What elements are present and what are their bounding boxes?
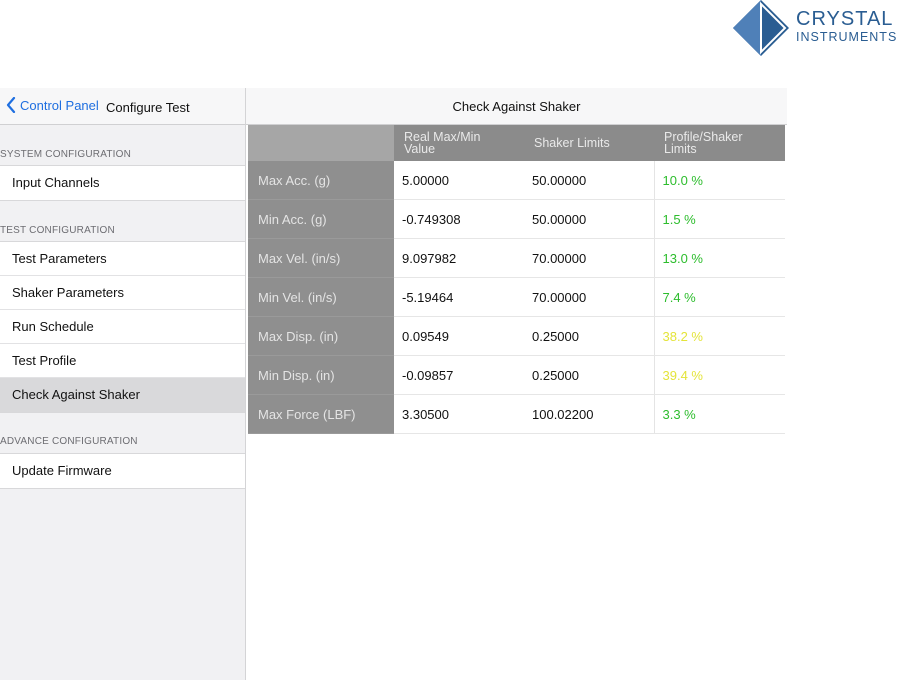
shaker-limit-cell: 0.25000 [524, 316, 654, 356]
table-header-row: Real Max/Min Value Shaker Limits Profile… [248, 125, 785, 161]
back-button[interactable]: Control Panel [6, 97, 99, 113]
ratio-cell: 39.4 % [653, 355, 785, 395]
shaker-limit-cell: 0.25000 [524, 355, 654, 395]
chevron-left-icon [6, 97, 16, 113]
header-blank [248, 125, 394, 161]
section-label-advance: ADVANCE CONFIGURATION [0, 436, 138, 447]
table-row: Min Acc. (g) -0.749308 50.00000 1.5 % [248, 199, 785, 239]
crystal-diamond-icon [733, 0, 789, 56]
page-title: Check Against Shaker [246, 88, 787, 125]
shaker-limit-cell: 100.02200 [524, 394, 654, 434]
row-label: Max Acc. (g) [248, 161, 394, 200]
header-real-value: Real Max/Min Value [394, 125, 524, 161]
ratio-cell: 1.5 % [653, 199, 785, 239]
sidebar-item-shaker-parameters[interactable]: Shaker Parameters [0, 276, 245, 310]
real-value-cell: -0.749308 [394, 199, 524, 239]
row-label: Max Vel. (in/s) [248, 238, 394, 278]
real-value-cell: 3.30500 [394, 394, 524, 434]
sidebar-item-update-firmware[interactable]: Update Firmware [12, 463, 112, 478]
real-value-cell: -0.09857 [394, 355, 524, 395]
sidebar-header: Control Panel Configure Test [0, 88, 245, 125]
header-shaker-limits: Shaker Limits [524, 125, 654, 161]
sidebar-item-test-parameters[interactable]: Test Parameters [0, 242, 245, 276]
sidebar: Control Panel Configure Test SYSTEM CONF… [0, 88, 246, 680]
back-button-label: Control Panel [20, 97, 99, 113]
sidebar-item-test-profile[interactable]: Test Profile [0, 344, 245, 378]
ratio-cell: 38.2 % [653, 316, 785, 356]
section-label-system: SYSTEM CONFIGURATION [0, 149, 132, 160]
sidebar-item-run-schedule[interactable]: Run Schedule [0, 310, 245, 344]
table-row: Min Vel. (in/s) -5.19464 70.00000 7.4 % [248, 277, 785, 317]
table-row: Max Disp. (in) 0.09549 0.25000 38.2 % [248, 316, 785, 356]
logo-line-1: CRYSTAL [796, 8, 894, 30]
real-value-cell: -5.19464 [394, 277, 524, 317]
row-label: Min Vel. (in/s) [248, 277, 394, 317]
logo-line-2: INSTRUMENTS [796, 30, 898, 44]
shaker-limit-cell: 50.00000 [524, 199, 654, 239]
table-row: Max Force (LBF) 3.30500 100.02200 3.3 % [248, 394, 785, 434]
ratio-cell: 3.3 % [653, 394, 785, 434]
real-value-cell: 5.00000 [394, 161, 524, 200]
header-profile-ratio: Profile/Shaker Limits [654, 125, 785, 161]
section-label-test: TEST CONFIGURATION [0, 225, 115, 236]
ratio-cell: 10.0 % [653, 161, 785, 200]
table-row: Max Acc. (g) 5.00000 50.00000 10.0 % [248, 161, 785, 200]
table-row: Max Vel. (in/s) 9.097982 70.00000 13.0 % [248, 238, 785, 278]
menu-group-system: Input Channels [0, 165, 245, 201]
shaker-check-table: Real Max/Min Value Shaker Limits Profile… [248, 125, 785, 434]
row-label: Max Force (LBF) [248, 394, 394, 434]
sidebar-item-check-against-shaker[interactable]: Check Against Shaker [0, 378, 245, 412]
table-row: Min Disp. (in) -0.09857 0.25000 39.4 % [248, 355, 785, 395]
sidebar-title: Configure Test [106, 100, 190, 115]
shaker-limit-cell: 70.00000 [524, 238, 654, 278]
row-label: Min Disp. (in) [248, 355, 394, 395]
menu-group-advance: Update Firmware [0, 453, 245, 489]
company-logo: CRYSTAL INSTRUMENTS [733, 0, 909, 56]
ratio-cell: 13.0 % [653, 238, 785, 278]
shaker-limit-cell: 50.00000 [524, 161, 654, 200]
row-label: Max Disp. (in) [248, 316, 394, 356]
real-value-cell: 0.09549 [394, 316, 524, 356]
menu-group-test: Test Parameters Shaker Parameters Run Sc… [0, 241, 245, 413]
sidebar-item-input-channels[interactable]: Input Channels [12, 175, 100, 190]
real-value-cell: 9.097982 [394, 238, 524, 278]
shaker-limit-cell: 70.00000 [524, 277, 654, 317]
ratio-cell: 7.4 % [653, 277, 785, 317]
row-label: Min Acc. (g) [248, 199, 394, 239]
